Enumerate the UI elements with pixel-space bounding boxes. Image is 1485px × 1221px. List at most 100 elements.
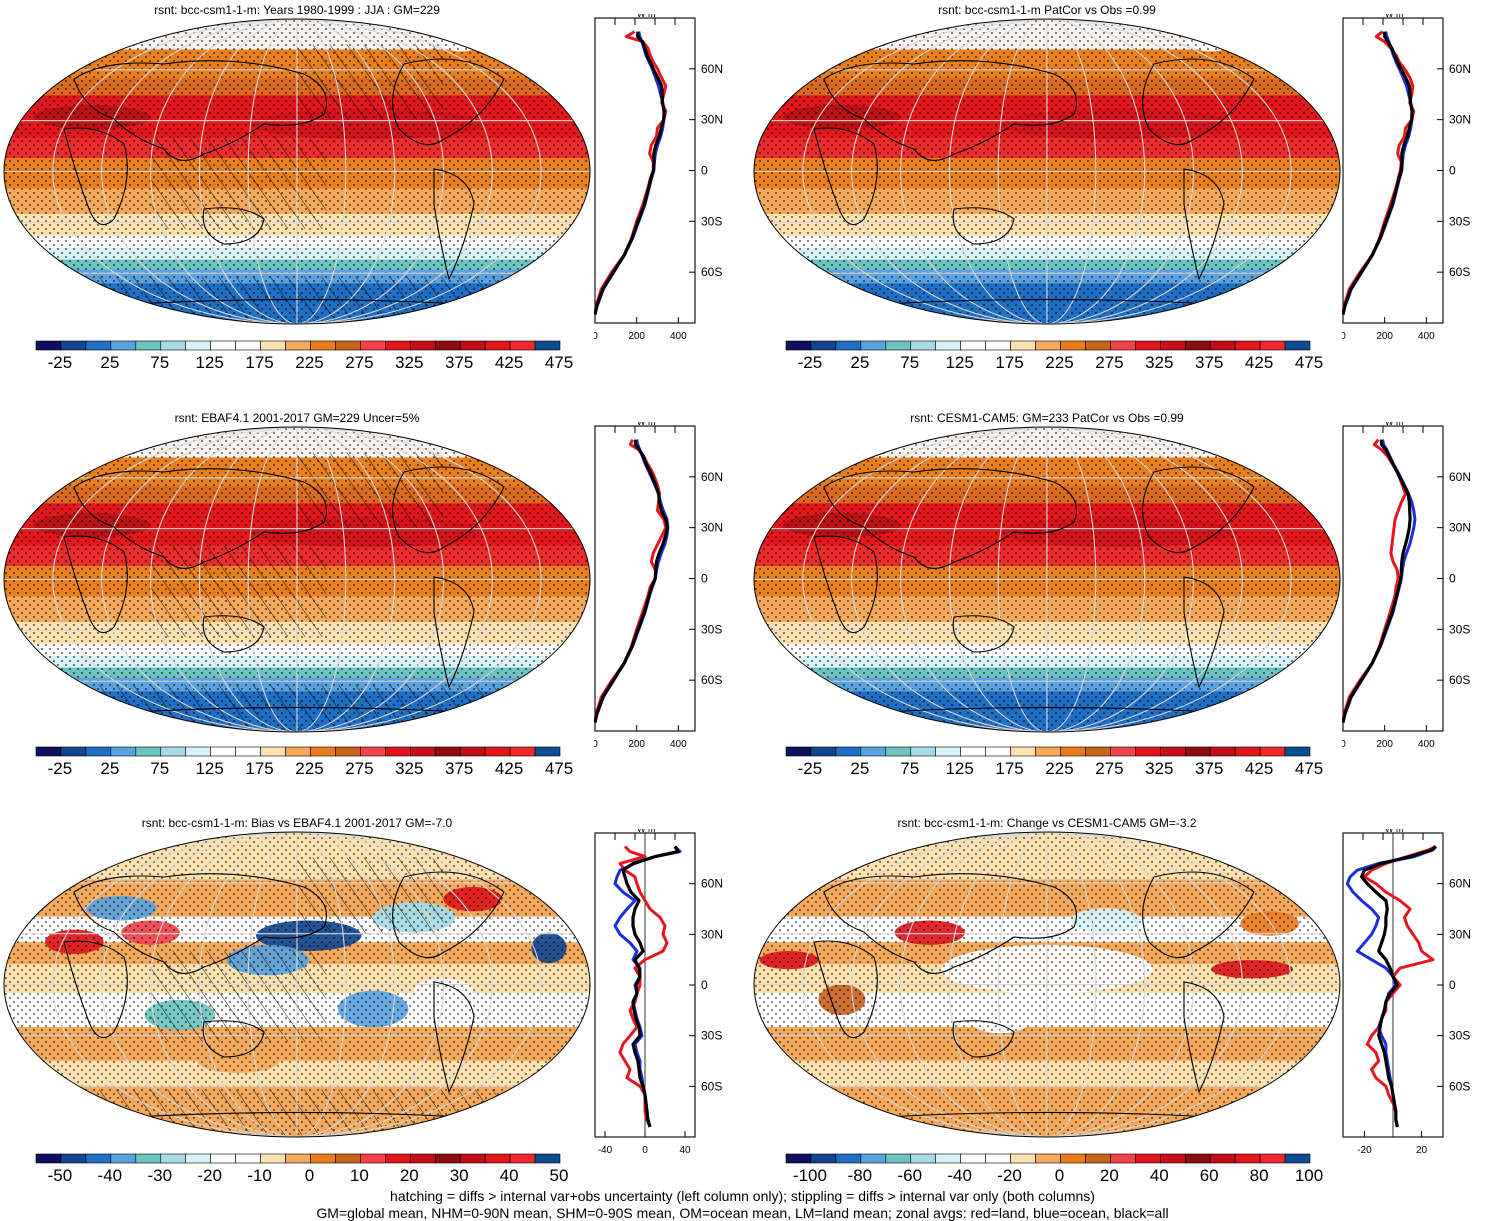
colorbar-swatch <box>885 746 912 757</box>
colorbar-tick-label: 475 <box>1294 759 1324 778</box>
colorbar-swatch <box>910 746 937 757</box>
colorbar-swatch <box>360 746 386 757</box>
zonal-series-all <box>594 439 670 723</box>
colorbar-swatch <box>310 340 336 351</box>
colorbar-swatch <box>285 1153 311 1164</box>
zonal-series-ocean <box>613 845 682 1128</box>
colorbar-swatch <box>1010 340 1036 351</box>
colorbar-swatch <box>785 340 812 351</box>
colorbar-swatch <box>210 340 236 351</box>
colorbar-swatch <box>434 746 461 757</box>
colorbar-swatch <box>960 340 986 351</box>
colorbar-swatch <box>60 746 87 757</box>
zonal-series-land <box>618 845 669 1128</box>
colorbar-swatch <box>434 1153 461 1164</box>
colorbar-swatch <box>1234 746 1261 757</box>
colorbar-swatch <box>1259 340 1286 351</box>
colorbar-swatch <box>1284 746 1311 757</box>
zonal-y-tick-label: 0 <box>1449 164 1456 178</box>
zonal-mean-plot-p3: W m-2 0 200 400 60N 30N 0 30S 60S <box>594 422 723 750</box>
colorbar-swatch <box>1159 1153 1186 1164</box>
zonal-series-ocean <box>1342 439 1417 723</box>
colorbar-tick-label: -20 <box>197 1166 222 1185</box>
zonal-x-tick-label: 400 <box>670 739 687 750</box>
colorbar-tick-label: 125 <box>195 353 224 372</box>
colorbar-tick-label: -25 <box>47 353 73 372</box>
colorbar-tick-label: 20 <box>399 1166 419 1185</box>
colorbar-tick-label: 25 <box>100 353 120 372</box>
colorbar-swatch <box>1184 340 1211 351</box>
colorbar-swatch <box>985 1153 1011 1164</box>
colorbar-p5 <box>35 1153 561 1164</box>
colorbar-tick-label: 325 <box>1145 759 1174 778</box>
colorbar-swatch <box>1060 1153 1086 1164</box>
colorbar-swatch <box>785 1153 812 1164</box>
colorbar-tick-label: 275 <box>1095 353 1124 372</box>
colorbar-swatch <box>810 746 837 757</box>
colorbar-tick-label: -40 <box>97 1166 123 1185</box>
world-map-p3 <box>3 426 591 733</box>
colorbar-swatch <box>385 1153 411 1164</box>
colorbar-tick-label: 75 <box>150 759 170 778</box>
zonal-y-tick-label: 30S <box>701 1029 722 1043</box>
colorbar-swatch <box>260 1153 286 1164</box>
colorbar-swatch <box>960 1153 986 1164</box>
colorbar-swatch <box>1110 746 1136 757</box>
zonal-mean-plot-p6: W m-2 -20 20 60N 30N 0 30S 60S <box>1342 829 1471 1156</box>
colorbar-swatch <box>1110 340 1136 351</box>
colorbar-labels: -25 25 75 125 175 225 275 325 375 425 475 <box>35 759 574 781</box>
zonal-y-tick-label: 30N <box>701 927 723 941</box>
colorbar-swatch <box>1159 340 1186 351</box>
zonal-y-tick-label: 60N <box>701 470 723 484</box>
colorbar-swatch <box>910 1153 937 1164</box>
colorbar-tick-label: 20 <box>1099 1166 1119 1185</box>
colorbar-swatch <box>60 1153 87 1164</box>
zonal-y-tick-label: 60S <box>1449 1079 1470 1093</box>
colorbar-tick-label: -60 <box>897 1166 923 1185</box>
zonal-y-tick-label: 30S <box>1449 622 1470 636</box>
colorbar-swatch <box>185 746 211 757</box>
colorbar-swatch <box>885 340 912 351</box>
colorbar-swatch <box>385 340 411 351</box>
colorbar-swatch <box>1060 746 1086 757</box>
colorbar-swatch <box>185 1153 211 1164</box>
colorbar-swatch <box>1284 1153 1311 1164</box>
zonal-x-tick-label: 200 <box>628 331 645 342</box>
zonal-mean-plot-p1: W m-2 0 200 400 60N 30N 0 30S 60S <box>594 14 723 342</box>
colorbar-swatch <box>484 1153 511 1164</box>
zonal-x-tick-label: 40 <box>679 1145 691 1156</box>
colorbar-swatch <box>810 1153 837 1164</box>
zonal-x-tick-label: 400 <box>1418 331 1435 342</box>
colorbar-swatch <box>135 340 162 351</box>
colorbar-swatch <box>110 340 137 351</box>
colorbar-tick-label: -80 <box>847 1166 873 1185</box>
zonal-y-tick-label: 30N <box>1449 927 1471 941</box>
colorbar-swatch <box>1234 1153 1261 1164</box>
colorbar-swatch <box>360 1153 386 1164</box>
colorbar-swatch <box>85 1153 112 1164</box>
colorbar-swatch <box>985 340 1011 351</box>
colorbar-p4 <box>785 746 1311 757</box>
colorbar-swatch <box>210 1153 236 1164</box>
zonal-x-tick-label: 200 <box>1376 331 1393 342</box>
colorbar-swatch <box>160 1153 187 1164</box>
colorbar-tick-label: 25 <box>100 759 120 778</box>
zonal-y-tick-label: 60N <box>701 877 723 891</box>
colorbar-tick-label: 425 <box>494 759 524 778</box>
panel-title-p6: rsnt: bcc-csm1-1-m: Change vs CESM1-CAM5… <box>897 816 1197 830</box>
zonal-y-tick-label: 60S <box>1449 265 1470 279</box>
colorbar-swatch <box>1209 1153 1236 1164</box>
colorbar-swatch <box>335 746 361 757</box>
colorbar-swatch <box>1035 746 1061 757</box>
zonal-unit-label: W m <box>1385 829 1404 834</box>
colorbar-labels: -25 25 75 125 175 225 275 325 375 425 475 <box>785 759 1324 781</box>
colorbar-tick-label: 0 <box>304 1166 315 1185</box>
panel-title-p4: rsnt: CESM1-CAM5: GM=233 PatCor vs Obs =… <box>910 411 1184 425</box>
colorbar-swatch <box>285 340 311 351</box>
colorbar-swatch <box>35 746 62 757</box>
colorbar-tick-label: 30 <box>449 1166 469 1185</box>
panel-title-p1: rsnt: bcc-csm1-1-m: Years 1980-1999 : JJ… <box>154 3 440 17</box>
colorbar-swatch <box>1010 746 1036 757</box>
colorbar-swatch <box>835 340 862 351</box>
zonal-x-tick-label: 200 <box>1376 739 1393 750</box>
